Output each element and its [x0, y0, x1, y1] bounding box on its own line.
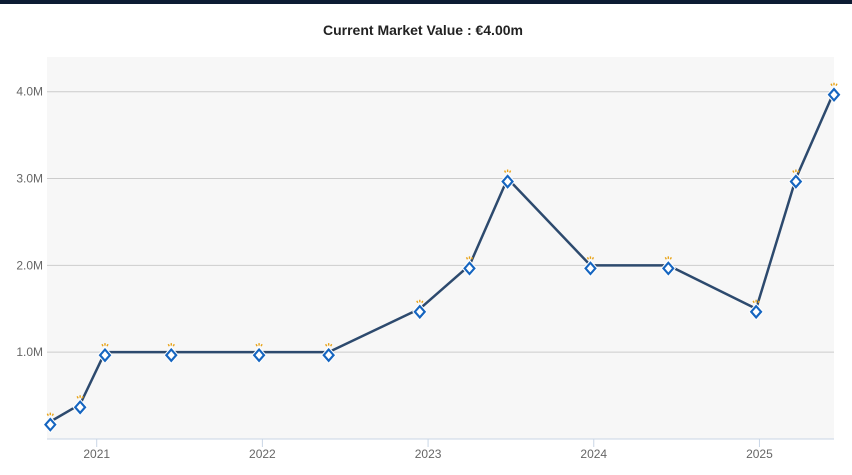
data-point[interactable]: [412, 299, 428, 321]
crest-inner-icon: [830, 90, 838, 99]
star-icon: [255, 343, 263, 347]
star-icon: [101, 343, 109, 347]
x-axis-ticks: 2021 2022 2023 2024 2025: [83, 439, 773, 461]
data-point[interactable]: [826, 82, 842, 104]
crest-inner-icon: [325, 351, 333, 360]
data-point[interactable]: [461, 256, 478, 278]
star-icon: [586, 256, 595, 260]
data-point[interactable]: [72, 395, 88, 417]
x-tick-label: 2021: [83, 447, 110, 461]
data-point[interactable]: [97, 343, 113, 364]
plot-area: [47, 57, 834, 439]
chart-title: Current Market Value : €4.00m: [323, 22, 523, 38]
star-icon: [752, 299, 760, 304]
star-icon: [325, 343, 333, 347]
x-tick-label: 2024: [580, 447, 607, 461]
data-point[interactable]: [788, 169, 804, 191]
x-tick-label: 2023: [415, 447, 442, 461]
star-icon: [465, 256, 474, 260]
crest-inner-icon: [792, 177, 800, 186]
y-tick-label: 4.0M: [16, 85, 43, 99]
star-icon: [167, 343, 175, 347]
crest-inner-icon: [76, 403, 84, 412]
series-group: [42, 82, 842, 434]
series-line: [49, 91, 836, 423]
data-point[interactable]: [163, 343, 179, 364]
star-icon: [830, 82, 838, 87]
star-icon: [503, 169, 512, 173]
data-point[interactable]: [582, 256, 599, 278]
crest-inner-icon: [752, 307, 760, 316]
star-icon: [664, 256, 672, 260]
star-icon: [792, 169, 800, 173]
crest-inner-icon: [664, 264, 672, 273]
star-icon: [416, 299, 424, 304]
data-point[interactable]: [42, 412, 58, 434]
data-point[interactable]: [660, 256, 676, 278]
crest-inner-icon: [465, 264, 473, 273]
top-bar: [0, 0, 852, 4]
crest-inner-icon: [101, 351, 109, 360]
y-tick-label: 3.0M: [16, 172, 43, 186]
data-point[interactable]: [499, 169, 516, 191]
crest-inner-icon: [586, 264, 594, 273]
star-icon: [46, 412, 54, 416]
data-point[interactable]: [251, 343, 267, 364]
y-tick-label: 2.0M: [16, 258, 43, 272]
crest-inner-icon: [167, 351, 175, 360]
data-point[interactable]: [748, 299, 764, 321]
crest-inner-icon: [46, 420, 54, 429]
y-tick-label: 1.0M: [16, 345, 43, 359]
x-tick-label: 2025: [746, 447, 773, 461]
x-tick-label: 2022: [249, 447, 276, 461]
crest-inner-icon: [255, 351, 263, 360]
crest-inner-icon: [504, 177, 512, 186]
crest-inner-icon: [416, 307, 424, 316]
star-icon: [76, 395, 84, 399]
y-axis-ticks: 1.0M 2.0M 3.0M 4.0M: [16, 85, 43, 359]
data-point[interactable]: [320, 343, 337, 364]
